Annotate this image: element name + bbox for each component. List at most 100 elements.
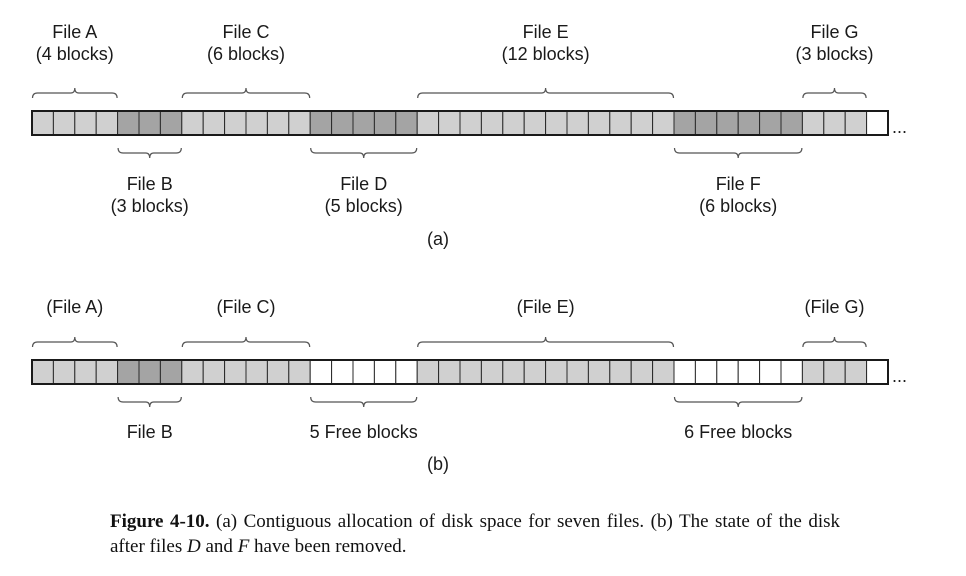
panel_a-block (503, 111, 524, 135)
panel_b-brace-bottom (675, 397, 802, 407)
panel_a-block (738, 111, 759, 135)
panel_a-block (631, 111, 652, 135)
panel-a: File A(4 blocks)File B(3 blocks)File C(6… (32, 22, 907, 249)
panel_b-segment-label: 6 Free blocks (684, 422, 792, 442)
panel_b-block (695, 360, 716, 384)
panel_b-segment-label: (File E) (517, 297, 575, 317)
panel_b-block (653, 360, 674, 384)
panel_b-block (96, 360, 117, 384)
panel_a-segment-size: (12 blocks) (502, 44, 590, 64)
panel_b-block (332, 360, 353, 384)
panel_b-brace-bottom (118, 397, 181, 407)
panel_a-block (96, 111, 117, 135)
panel_b-block (867, 360, 888, 384)
panel_a-block (802, 111, 823, 135)
panel_a-block (695, 111, 716, 135)
panel_a-block (53, 111, 74, 135)
panel_a-block (32, 111, 53, 135)
panel_a-block (546, 111, 567, 135)
caption-text-2: and (201, 536, 238, 557)
panel_b-brace-bottom (311, 397, 417, 407)
panel_b-block (738, 360, 759, 384)
panel_b-block (824, 360, 845, 384)
figure-caption: Figure 4-10. (a) Contiguous allocation o… (110, 509, 840, 559)
panel_a-block (332, 111, 353, 135)
panel_a-brace-top (418, 88, 674, 98)
panel_b-block (503, 360, 524, 384)
panel_a-block (225, 111, 246, 135)
panel_b-block (310, 360, 331, 384)
panel_b-block (374, 360, 395, 384)
panel_a-segment-size: (6 blocks) (207, 44, 285, 64)
panel_a-block (182, 111, 203, 135)
panel_a-sublabel: (a) (427, 229, 449, 249)
panel_a-block (588, 111, 609, 135)
panel_b-block (760, 360, 781, 384)
panel_b-segment-label: 5 Free blocks (310, 422, 418, 442)
panel_b-block (481, 360, 502, 384)
disk-allocation-diagram: File A(4 blocks)File B(3 blocks)File C(6… (0, 0, 966, 500)
panel_a-segment-label: File D (340, 174, 387, 194)
panel_b-block (417, 360, 438, 384)
panel_a-block (374, 111, 395, 135)
panel_a-block (760, 111, 781, 135)
panel_a-block (310, 111, 331, 135)
panel_b-block (225, 360, 246, 384)
panel_b-block (567, 360, 588, 384)
panel_a-segment-size: (4 blocks) (36, 44, 114, 64)
panel_b-segment-label: (File A) (46, 297, 103, 317)
panel_a-segment-label: File E (523, 22, 569, 42)
panel_b-block (524, 360, 545, 384)
panel_b-block (439, 360, 460, 384)
panel_a-segment-label: File B (127, 174, 173, 194)
panel_b-block (289, 360, 310, 384)
panel_b-block (203, 360, 224, 384)
panel_b-block (118, 360, 139, 384)
panel_a-block (610, 111, 631, 135)
panel_b-segment-label: (File G) (805, 297, 865, 317)
caption-text-3: have been removed. (249, 536, 406, 557)
panel-b: (File A)File B(File C)5 Free blocks(File… (32, 297, 907, 474)
panel_a-block (824, 111, 845, 135)
panel_b-ellipsis: ... (892, 366, 907, 386)
panel_b-block (588, 360, 609, 384)
panel_a-block (524, 111, 545, 135)
panel_a-block (460, 111, 481, 135)
panel_a-block (118, 111, 139, 135)
panel_a-block (567, 111, 588, 135)
panel_a-segment-label: File A (52, 22, 97, 42)
panel_b-block (53, 360, 74, 384)
panel_a-brace-top (33, 88, 118, 98)
panel_b-block (267, 360, 288, 384)
panel_a-segment-size: (6 blocks) (699, 196, 777, 216)
panel_b-sublabel: (b) (427, 454, 449, 474)
panel_b-block (631, 360, 652, 384)
panel_b-segment-label: File B (127, 422, 173, 442)
panel_a-block (781, 111, 802, 135)
panel_a-segment-size: (3 blocks) (795, 44, 873, 64)
panel_a-block (246, 111, 267, 135)
panel_b-brace-top (182, 337, 309, 347)
caption-file-d: D (187, 536, 201, 557)
panel_a-brace-bottom (311, 148, 417, 158)
panel_b-block (717, 360, 738, 384)
panel_b-block (75, 360, 96, 384)
panel_b-block (396, 360, 417, 384)
panel_a-segment-size: (5 blocks) (325, 196, 403, 216)
panel_b-block (460, 360, 481, 384)
panel_a-ellipsis: ... (892, 117, 907, 137)
panel_b-brace-top (33, 337, 118, 347)
panel_a-brace-bottom (675, 148, 802, 158)
panel_a-block (653, 111, 674, 135)
panel_b-block (246, 360, 267, 384)
panel_a-block (674, 111, 695, 135)
panel_b-block (781, 360, 802, 384)
panel_b-brace-top (418, 337, 674, 347)
panel_b-block (546, 360, 567, 384)
panel_a-segment-size: (3 blocks) (111, 196, 189, 216)
panel_b-block (802, 360, 823, 384)
panel_b-block (610, 360, 631, 384)
panel_b-block (32, 360, 53, 384)
figure-label: Figure 4-10. (110, 511, 210, 532)
panel_a-block (139, 111, 160, 135)
